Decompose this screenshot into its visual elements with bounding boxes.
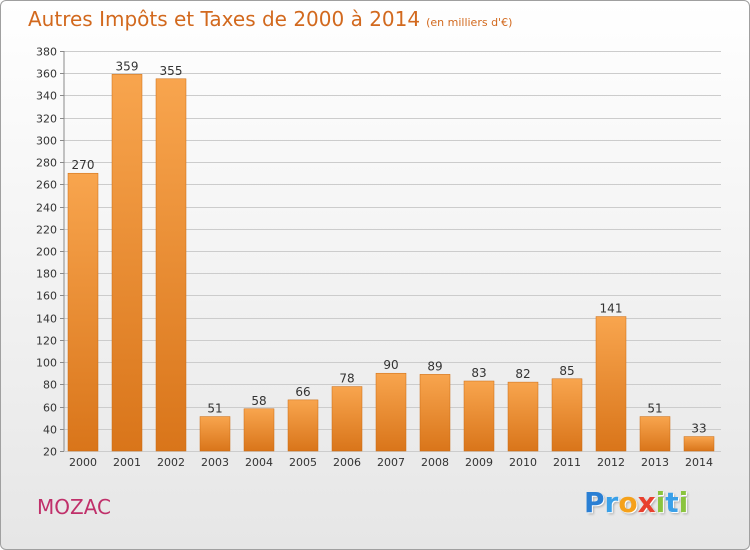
bar[interactable]: [595, 316, 627, 452]
y-tick-label: 220: [36, 224, 57, 237]
x-tick-label: 2002: [157, 456, 185, 469]
bar-value-label: 51: [647, 402, 662, 416]
bar-value-label: 83: [471, 366, 486, 380]
y-tick-label: 300: [36, 135, 57, 148]
logo-letter: t: [665, 486, 679, 519]
y-tick-label: 140: [36, 313, 57, 326]
logo-letter: o: [618, 486, 638, 519]
bar[interactable]: [683, 436, 715, 452]
bar-value-label: 141: [600, 302, 623, 316]
logo-letter: P: [584, 486, 605, 519]
x-tick-label: 2010: [509, 456, 537, 469]
chart-subtitle: (en milliers d'€): [426, 16, 513, 29]
bar[interactable]: [419, 374, 451, 452]
bar[interactable]: [287, 399, 319, 452]
x-tick-label: 2006: [333, 456, 361, 469]
logo-letter: x: [637, 486, 656, 519]
y-tick-label: 180: [36, 268, 57, 281]
bar[interactable]: [67, 172, 99, 452]
x-tick-label: 2000: [69, 456, 97, 469]
x-tick-label: 2009: [465, 456, 493, 469]
x-tick-label: 2012: [597, 456, 625, 469]
y-tick-label: 280: [36, 157, 57, 170]
bar-value-label: 355: [160, 64, 183, 78]
y-tick-label: 60: [43, 402, 57, 415]
x-axis-labels: 2000 2001 2002 2003 2004 2005 2006 2007 2008 2009…: [69, 456, 713, 469]
bar-value-label: 58: [251, 394, 266, 408]
x-tick-label: 2003: [201, 456, 229, 469]
y-tick-label: 120: [36, 335, 57, 348]
y-tick-label: 320: [36, 113, 57, 126]
commune-name: MOZAC: [37, 495, 111, 519]
y-tick-label: 260: [36, 179, 57, 192]
logo-letter: r: [604, 486, 619, 519]
bar-value-label: 359: [116, 59, 139, 73]
bar[interactable]: [551, 378, 583, 452]
bars: 270 359 355 51 58 66 78 90 89 83 82 85 141 51 33: [67, 59, 715, 452]
bar[interactable]: [155, 78, 187, 452]
bar[interactable]: [463, 380, 495, 452]
logo-letter: i: [655, 486, 666, 519]
y-tick-label: 40: [43, 424, 57, 437]
bar-value-label: 85: [559, 364, 574, 378]
proxiti-logo[interactable]: Proxiti: [584, 486, 688, 519]
bar[interactable]: [507, 381, 539, 452]
x-tick-label: 2001: [113, 456, 141, 469]
bar[interactable]: [331, 386, 363, 452]
x-tick-label: 2008: [421, 456, 449, 469]
y-tick-label: 20: [43, 446, 57, 459]
y-tick-label: 340: [36, 90, 57, 103]
bar[interactable]: [375, 372, 407, 452]
y-tick-label: 380: [36, 46, 57, 59]
logo-letter: i: [678, 486, 689, 519]
y-tick-label: 80: [43, 379, 57, 392]
bar-value-label: 89: [427, 359, 442, 373]
bar[interactable]: [111, 74, 143, 452]
bar[interactable]: [243, 408, 275, 452]
bar-value-label: 78: [339, 372, 354, 386]
x-tick-label: 2007: [377, 456, 405, 469]
x-tick-label: 2013: [641, 456, 669, 469]
bar-value-label: 66: [295, 385, 310, 399]
x-tick-label: 2004: [245, 456, 273, 469]
y-tick-label: 360: [36, 68, 57, 81]
bar-value-label: 51: [207, 402, 222, 416]
bar-value-label: 33: [691, 422, 706, 436]
bar[interactable]: [639, 416, 671, 452]
chart-title-text: Autres Impôts et Taxes de 2000 à 2014: [28, 7, 421, 31]
y-tick-label: 100: [36, 357, 57, 370]
x-tick-label: 2011: [553, 456, 581, 469]
chart-title: Autres Impôts et Taxes de 2000 à 2014 (en…: [28, 7, 512, 31]
bar-value-label: 90: [383, 358, 398, 372]
y-tick-label: 200: [36, 246, 57, 259]
y-tick-label: 160: [36, 290, 57, 303]
y-tick-label: 240: [36, 202, 57, 215]
bar[interactable]: [199, 416, 231, 452]
x-tick-label: 2014: [685, 456, 713, 469]
bar-value-label: 82: [515, 367, 530, 381]
y-axis: 20 40 60 80 100 120 140 160 180 200 220 240 260 280 30…: [36, 46, 65, 459]
x-tick-label: 2005: [289, 456, 317, 469]
bar-value-label: 270: [72, 158, 95, 172]
